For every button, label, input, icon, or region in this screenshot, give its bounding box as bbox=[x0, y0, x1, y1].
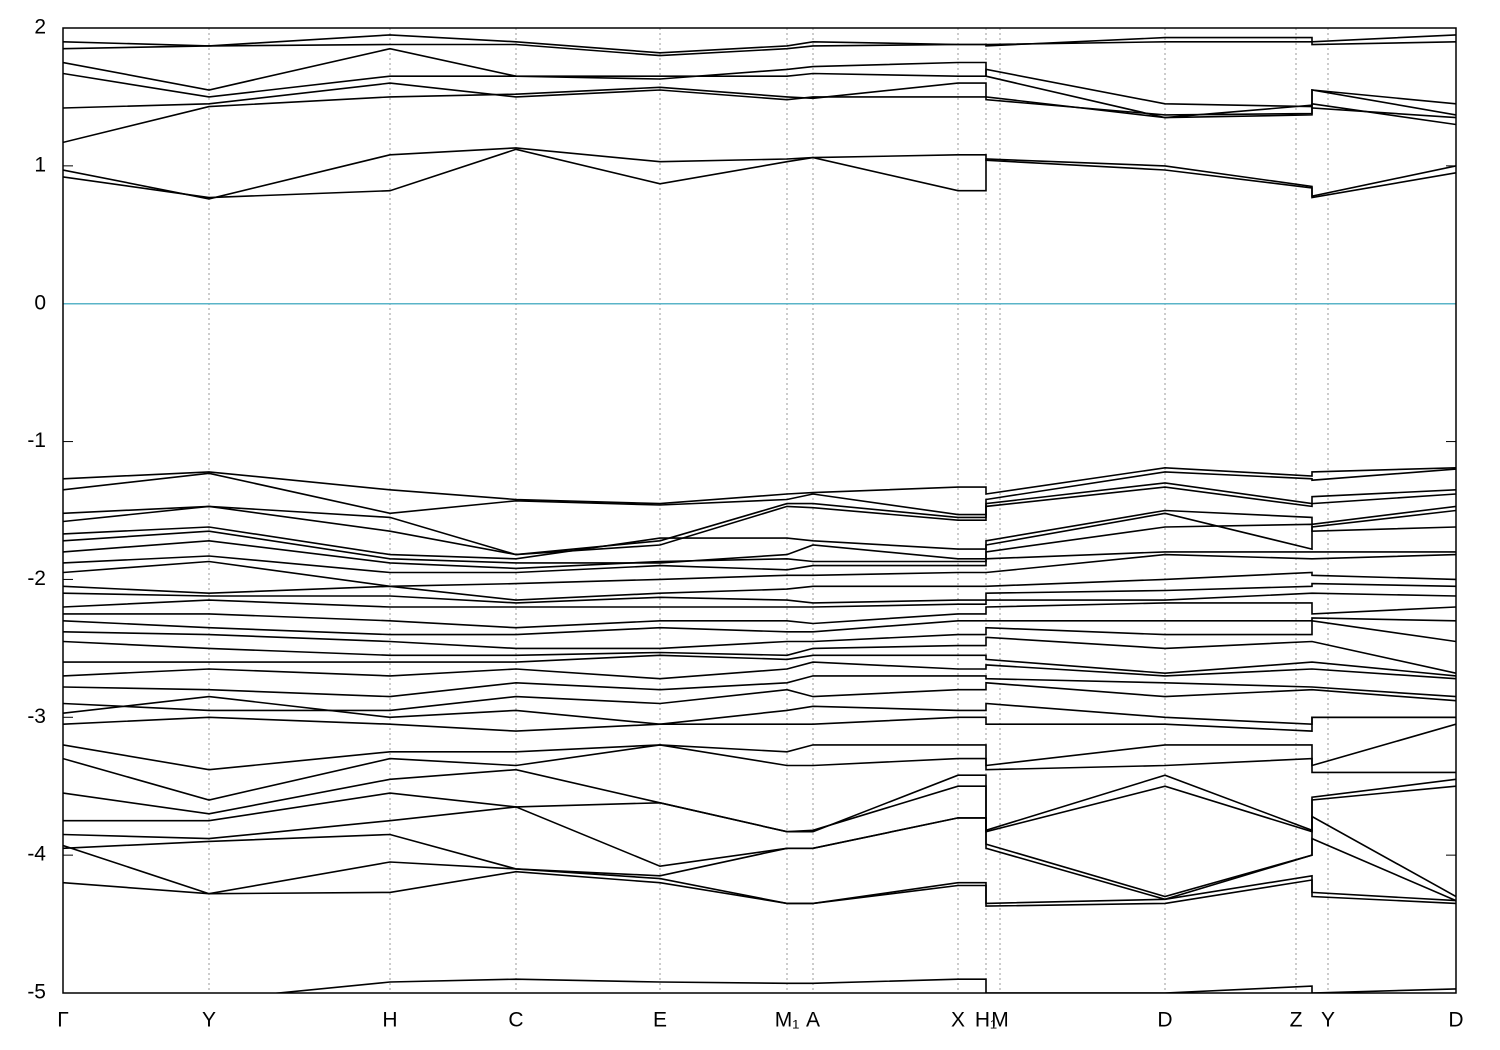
band-line bbox=[63, 582, 1456, 604]
band-line bbox=[63, 47, 1456, 126]
band-line bbox=[63, 82, 1456, 116]
y-tick-label: -2 bbox=[27, 567, 46, 590]
band-line bbox=[63, 486, 1456, 556]
y-tick-label: 2 bbox=[34, 16, 46, 39]
x-tick-label: Y bbox=[1321, 1009, 1335, 1032]
band-line bbox=[63, 523, 1456, 570]
y-tick-label: -4 bbox=[27, 843, 46, 866]
x-tick-label: E bbox=[653, 1009, 667, 1032]
band-line bbox=[63, 34, 1456, 57]
x-tick-label: D bbox=[1157, 1009, 1172, 1032]
band-line bbox=[63, 68, 1456, 108]
band-line bbox=[63, 466, 1456, 505]
x-tick-label: A bbox=[806, 1009, 820, 1032]
x-tick-label: D bbox=[1448, 1009, 1463, 1032]
band-line bbox=[63, 553, 1456, 588]
x-tick-label: Z bbox=[1290, 1009, 1303, 1032]
band-line bbox=[63, 716, 1456, 732]
band-line bbox=[63, 817, 1456, 902]
y-tick-label: -1 bbox=[27, 429, 46, 452]
x-tick-label: H bbox=[382, 1009, 397, 1032]
band-line bbox=[63, 844, 1456, 905]
band-line bbox=[63, 768, 1456, 833]
y-tick-label: 1 bbox=[34, 153, 46, 176]
band-line bbox=[63, 744, 1456, 801]
x-tick-label: M₁ bbox=[775, 1009, 800, 1032]
y-tick-label: -3 bbox=[27, 705, 46, 728]
x-tick-label: X bbox=[951, 1009, 965, 1032]
band-line bbox=[63, 636, 1456, 674]
band-line bbox=[63, 82, 1456, 144]
band-line bbox=[63, 571, 1456, 601]
band-line bbox=[63, 148, 1456, 199]
band-line bbox=[63, 681, 1456, 712]
band-line bbox=[63, 675, 1456, 698]
x-tick-label: M bbox=[991, 1009, 1009, 1032]
band-line bbox=[63, 34, 1456, 54]
y-tick-label: -5 bbox=[27, 981, 46, 1004]
band-line bbox=[63, 723, 1456, 771]
band-line bbox=[63, 870, 1456, 907]
band-line bbox=[63, 695, 1456, 726]
band-line bbox=[63, 592, 1456, 608]
x-tick-label: H₁ bbox=[975, 1009, 997, 1032]
band-line bbox=[63, 505, 1456, 560]
band-line bbox=[63, 509, 1456, 564]
x-tick-label: C bbox=[508, 1009, 523, 1032]
plot-frame bbox=[62, 27, 1457, 994]
band-line bbox=[63, 654, 1456, 677]
x-tick-label: Γ bbox=[57, 1009, 69, 1032]
band-line bbox=[63, 468, 1456, 516]
band-line bbox=[63, 551, 1456, 574]
band-line bbox=[63, 785, 1456, 833]
y-tick-label: 0 bbox=[34, 291, 46, 314]
band-line bbox=[63, 602, 1456, 629]
band-line bbox=[63, 147, 1456, 200]
x-tick-label: Y bbox=[202, 1009, 216, 1032]
band-line bbox=[63, 661, 1456, 680]
band-line bbox=[63, 619, 1456, 650]
band-line bbox=[63, 482, 1456, 556]
band-line bbox=[270, 978, 1456, 993]
